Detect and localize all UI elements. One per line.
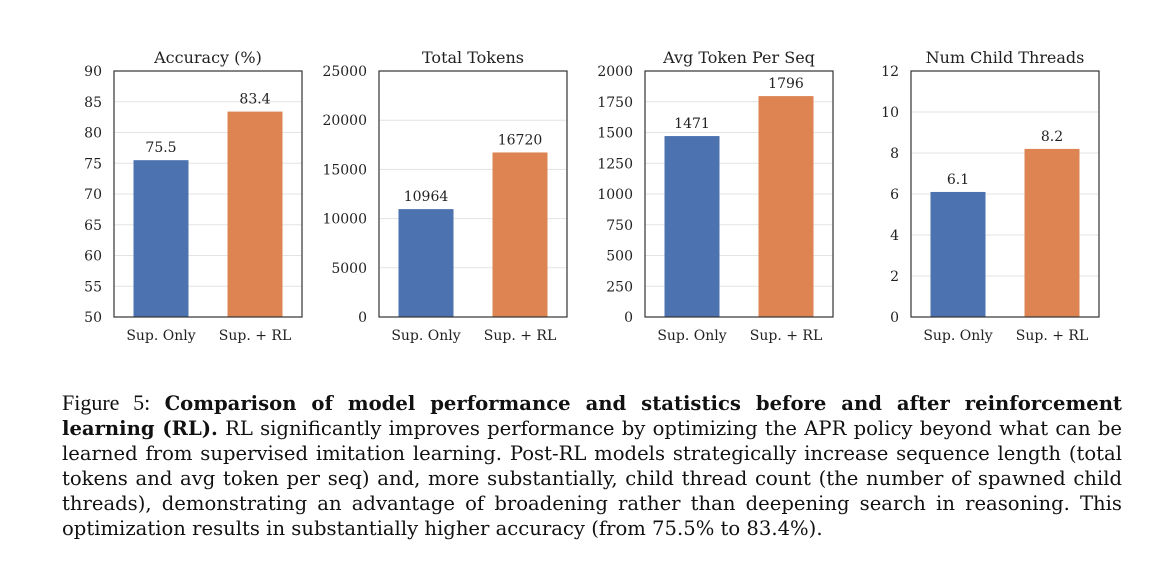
x-tick-label: Sup. + RL [219,328,292,344]
x-tick-label: Sup. Only [657,328,726,344]
y-tick-label: 1000 [597,187,633,203]
y-tick-label: 10000 [322,212,367,228]
y-tick-label: 60 [84,249,102,265]
bar-value-label: 1471 [674,116,710,132]
chart-title: Num Child Threads [926,48,1085,67]
bar-value-label: 83.4 [239,92,270,108]
y-tick-label: 55 [84,279,102,295]
y-tick-label: 0 [358,310,367,326]
bar [398,209,454,317]
bar [1024,148,1080,317]
bar-value-label: 6.1 [947,172,969,188]
x-tick-label: Sup. Only [391,328,460,344]
y-tick-label: 65 [84,218,102,234]
figure-caption: Figure 5: Comparison of model performanc… [62,390,1122,541]
bar-value-label: 10964 [404,189,449,205]
bar-value-label: 75.5 [145,140,176,156]
y-tick-label: 20000 [322,113,367,129]
x-tick-label: Sup. + RL [484,328,557,344]
y-tick-label: 50 [84,310,102,326]
caption-body: RL significantly improves performance by… [62,417,1122,540]
bar [492,152,548,317]
x-tick-label: Sup. + RL [1016,328,1089,344]
caption-bold-title: Comparison of model performance and stat… [62,392,1122,440]
x-tick-label: Sup. Only [126,328,195,344]
chart-title: Accuracy (%) [153,48,262,67]
x-tick-label: Sup. + RL [750,328,823,344]
caption-label: Figure 5: [62,390,151,415]
plot-frame [910,70,1100,318]
y-tick-label: 8 [890,146,899,162]
bar [227,111,283,317]
y-tick-label: 1500 [597,126,633,142]
y-tick-label: 2 [890,269,899,285]
bar [930,191,986,317]
y-tick-label: 80 [84,126,102,142]
y-tick-label: 85 [84,95,102,111]
plot-frame [644,70,834,318]
chart-panel: 6.1 Sup. Only 8.2 Sup. + RL 0 2 4 6 8 10 12 Num Chi… [881,48,1100,344]
bar-value-label: 1796 [768,76,804,92]
y-tick-label: 750 [606,218,633,234]
y-tick-label: 90 [84,64,102,80]
chart-panel: 1471 Sup. Only 1796 Sup. + RL 0 250 500 750 1000… [597,48,834,344]
y-tick-label: 10 [881,105,899,121]
plot-frame [113,70,303,318]
chart-title: Total Tokens [422,48,524,67]
bar [133,160,189,317]
bar-value-label: 16720 [498,132,543,148]
y-tick-label: 0 [890,310,899,326]
x-tick-label: Sup. Only [923,328,992,344]
y-tick-label: 15000 [322,162,367,178]
bar [664,136,720,317]
y-tick-label: 500 [606,249,633,265]
plot-frame [378,70,568,318]
chart-title: Avg Token Per Seq [662,48,815,67]
y-tick-label: 2000 [597,64,633,80]
y-tick-label: 1250 [597,156,633,172]
y-tick-label: 1750 [597,95,633,111]
y-tick-label: 12 [881,64,899,80]
chart-panel: 10964 Sup. Only 16720 Sup. + RL 0 5000 10000 15… [322,48,568,344]
y-tick-label: 75 [84,156,102,172]
bar-value-label: 8.2 [1041,129,1063,145]
y-tick-label: 4 [890,228,899,244]
y-tick-label: 6 [890,187,899,203]
y-tick-label: 5000 [331,261,367,277]
y-tick-label: 70 [84,187,102,203]
y-tick-label: 25000 [322,64,367,80]
chart-panel: 75.5 Sup. Only 83.4 Sup. + RL 50 55 60 65 70 75 80… [84,48,303,344]
y-tick-label: 0 [624,310,633,326]
bar [758,96,814,317]
y-tick-label: 250 [606,279,633,295]
